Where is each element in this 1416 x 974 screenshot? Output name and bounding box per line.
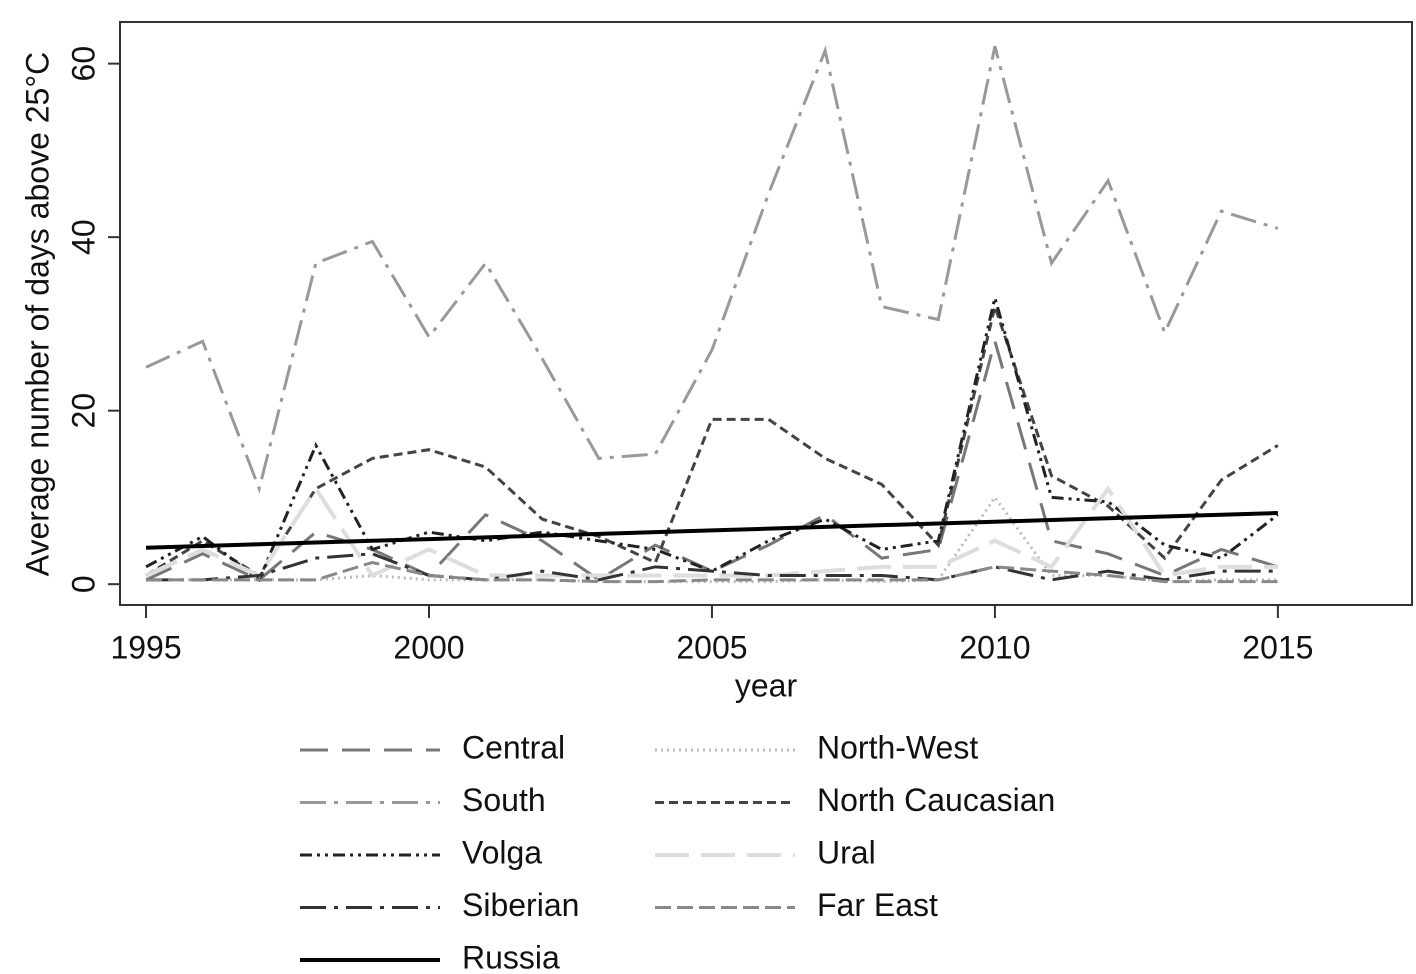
x-axis-label: year bbox=[735, 667, 798, 703]
series-line bbox=[145, 45, 1279, 494]
legend-label: South bbox=[462, 782, 546, 818]
legend-label: Volga bbox=[462, 834, 542, 870]
plot-frame bbox=[119, 21, 1413, 606]
x-tick-label: 2000 bbox=[393, 629, 464, 665]
x-tick-label: 2005 bbox=[676, 629, 747, 665]
legend-label: Central bbox=[462, 729, 565, 765]
legend-label: Far East bbox=[817, 887, 938, 923]
x-tick-label: 1995 bbox=[110, 629, 181, 665]
series-line bbox=[145, 485, 1278, 579]
legend-label: Russia bbox=[462, 939, 560, 974]
y-tick-label: 60 bbox=[65, 46, 101, 82]
legend-label: Siberian bbox=[462, 887, 579, 923]
series-line bbox=[145, 301, 1279, 578]
series-line bbox=[145, 335, 1279, 582]
legend-label: North Caucasian bbox=[817, 782, 1055, 818]
legend-label: Ural bbox=[817, 834, 876, 870]
y-axis-label: Average number of days above 25°C bbox=[19, 52, 55, 577]
y-tick-label: 0 bbox=[65, 575, 101, 593]
series-line bbox=[146, 494, 1278, 584]
y-tick-label: 20 bbox=[65, 393, 101, 429]
series-line bbox=[146, 560, 1278, 584]
y-tick-label: 40 bbox=[65, 219, 101, 255]
series-line bbox=[145, 297, 1279, 583]
x-tick-label: 2015 bbox=[1242, 629, 1313, 665]
legend-label: North-West bbox=[817, 729, 978, 765]
series-line bbox=[145, 511, 1278, 550]
x-tick-label: 2010 bbox=[959, 629, 1030, 665]
